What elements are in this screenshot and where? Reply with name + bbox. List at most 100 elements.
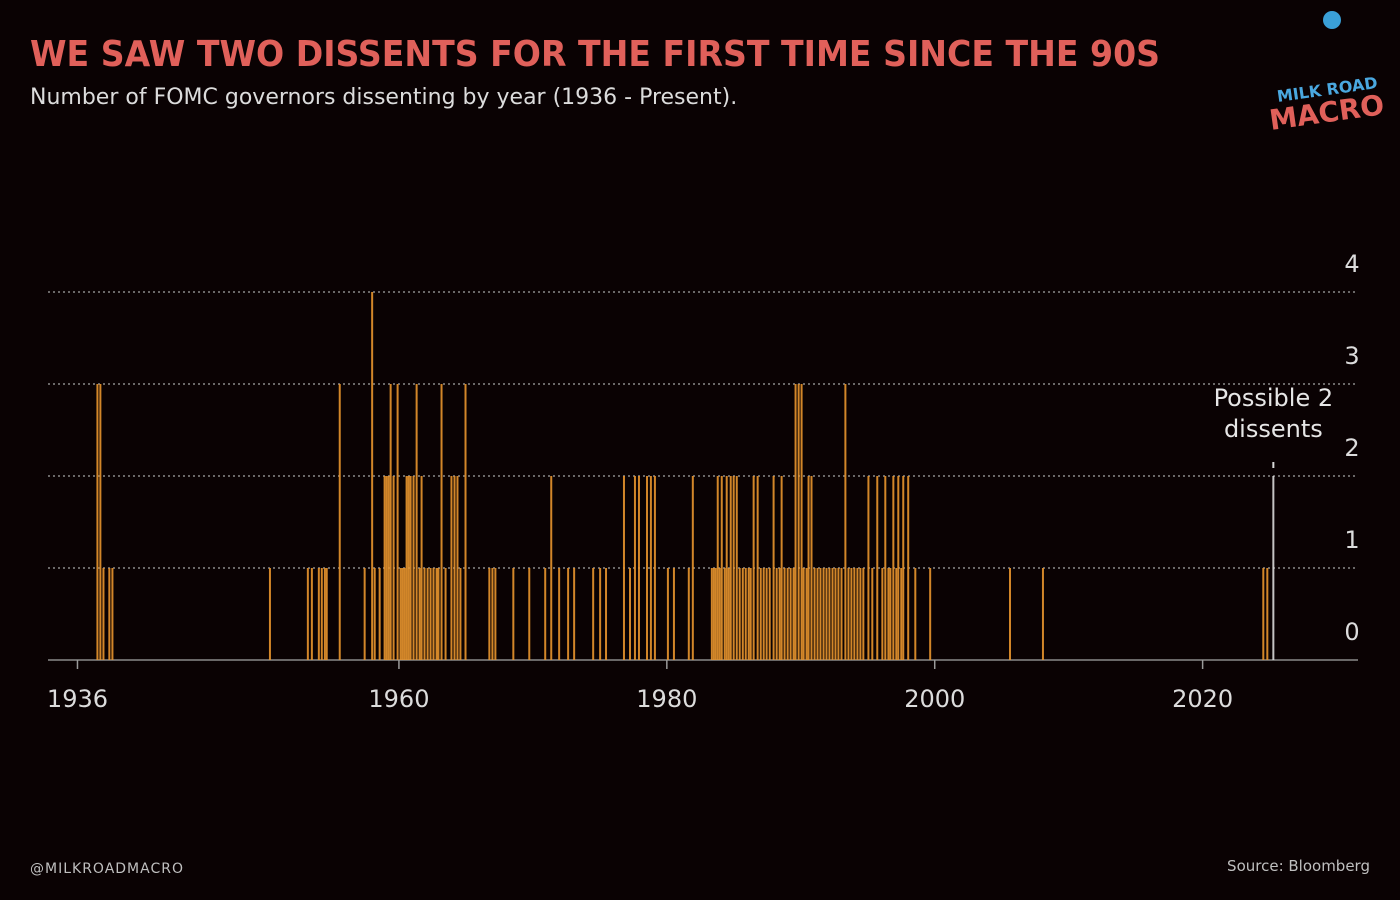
bar [816,568,819,660]
bar [831,568,834,660]
bar [800,384,803,660]
bar [558,568,561,660]
bar [822,568,825,660]
source: Source: Bloomberg [1227,857,1370,875]
bar [907,476,910,660]
bar [768,568,771,660]
y-tick-label: 1 [1344,526,1359,554]
bar [325,568,328,660]
chart-subtitle: Number of FOMC governors dissenting by y… [30,85,737,110]
bar [412,476,415,660]
bar [567,568,570,660]
bar [456,476,459,660]
bar [1262,568,1265,660]
chart-title: WE SAW TWO DISSENTS FOR THE FIRST TIME S… [30,34,1160,75]
bar [867,476,870,660]
bar [396,384,399,660]
bar [802,568,805,660]
bar [810,476,813,660]
bar [111,568,114,660]
bar [850,568,853,660]
y-tick-label: 4 [1344,250,1359,278]
bar [491,568,494,660]
bar [405,476,408,660]
bar [317,568,320,660]
bar [892,476,895,660]
bar [780,476,783,660]
bar [853,568,856,660]
bar [914,568,917,660]
bar [825,568,828,660]
x-tick-label: 2020 [1172,685,1233,713]
bar [725,476,728,660]
bar [895,568,898,660]
annotation: dissents [1224,415,1323,443]
bar [847,568,850,660]
bar [813,568,816,660]
bar [387,476,390,660]
bar [716,476,719,660]
bar [732,476,735,660]
bar [622,476,625,660]
bar [338,384,341,660]
bar [363,568,366,660]
bar [714,568,717,660]
bar [268,568,271,660]
bar [99,384,102,660]
bar [712,568,715,660]
bar [323,568,326,660]
bar [778,568,781,660]
bar [628,568,631,660]
bar [834,568,837,660]
bar [723,568,726,660]
x-tick-label: 1980 [636,685,697,713]
bar [108,568,111,660]
bar [775,568,778,660]
bar [862,568,865,660]
bar [415,384,418,660]
bar [599,568,602,660]
bar [897,476,900,660]
bar [805,568,808,660]
bar [383,476,386,660]
bar [762,568,765,660]
bar [744,568,747,660]
bar [1009,568,1012,660]
bar [687,568,690,660]
bar [605,568,608,660]
bar [420,476,423,660]
bar [887,568,890,660]
logo-icon [1323,11,1341,29]
bar [1041,568,1044,660]
handle: @MILKROADMACRO [30,861,184,877]
bar [741,568,744,660]
bar [807,476,810,660]
bar [765,568,768,660]
bar [747,568,750,660]
bar [426,568,429,660]
bar [320,568,323,660]
bar [310,568,313,660]
bar [637,476,640,660]
bar [378,568,381,660]
bar [423,568,426,660]
bar [794,384,797,660]
bar [727,568,730,660]
bar [735,476,738,660]
bar [459,568,462,660]
bar [881,568,884,660]
bar [772,476,775,660]
bar [653,476,656,660]
bar [389,384,392,660]
bar [96,384,99,660]
bar [1266,568,1269,660]
bar [453,476,456,660]
y-tick-label: 2 [1344,434,1359,462]
x-tick-label: 2000 [904,685,965,713]
bar [409,476,412,660]
bar [488,568,491,660]
bar [720,476,723,660]
